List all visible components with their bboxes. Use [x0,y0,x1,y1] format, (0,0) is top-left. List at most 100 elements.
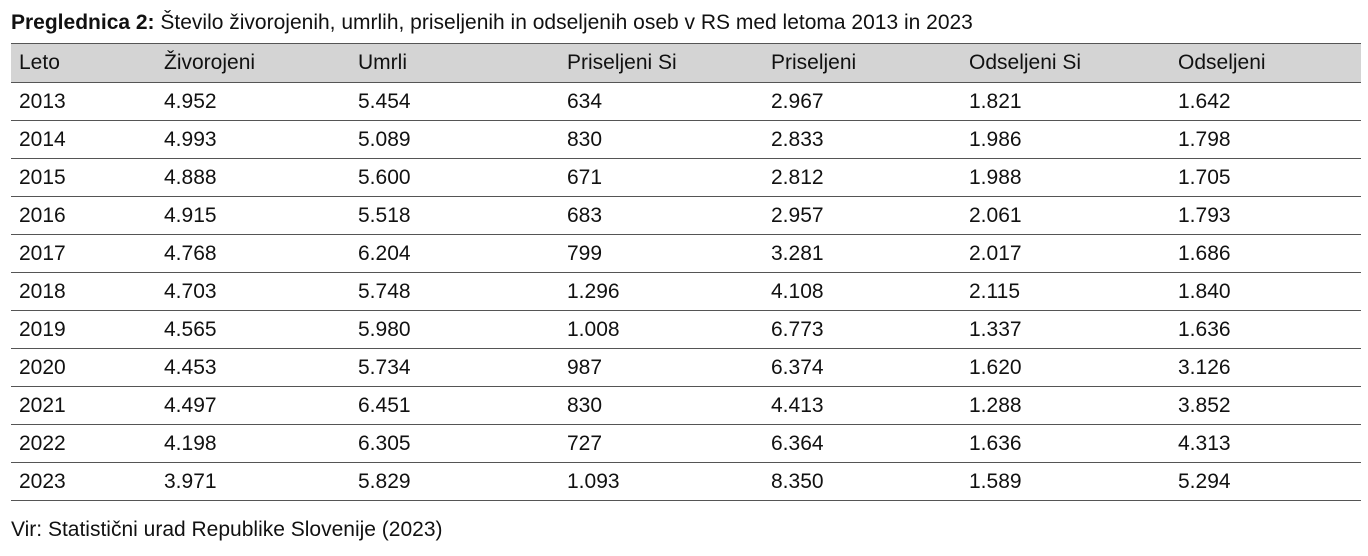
cell-zivorojeni: 4.453 [156,348,350,387]
cell-priseljeni-si: 799 [559,234,763,273]
cell-odseljeni: 3.852 [1170,386,1361,425]
cell-umrli: 5.734 [350,348,559,387]
cell-year: 2015 [11,158,156,197]
cell-umrli: 6.451 [350,386,559,425]
cell-priseljeni: 6.374 [763,348,961,387]
cell-priseljeni: 8.350 [763,462,961,501]
cell-odseljeni-si: 1.337 [961,310,1170,349]
cell-priseljeni-si: 987 [559,348,763,387]
cell-priseljeni-si: 727 [559,424,763,463]
cell-priseljeni-si: 634 [559,82,763,121]
cell-priseljeni-si: 1.093 [559,462,763,501]
cell-umrli: 5.518 [350,196,559,235]
cell-zivorojeni: 4.198 [156,424,350,463]
cell-odseljeni: 1.636 [1170,310,1361,349]
cell-odseljeni-si: 2.017 [961,234,1170,273]
table-row: 2013 4.952 5.454 634 2.967 1.821 1.642 [11,82,1361,121]
cell-priseljeni: 2.833 [763,120,961,159]
cell-year: 2021 [11,386,156,425]
cell-zivorojeni: 4.993 [156,120,350,159]
cell-umrli: 6.204 [350,234,559,273]
cell-odseljeni-si: 1.988 [961,158,1170,197]
table-row: 2019 4.565 5.980 1.008 6.773 1.337 1.636 [11,310,1361,349]
cell-umrli: 5.748 [350,272,559,311]
cell-zivorojeni: 4.888 [156,158,350,197]
cell-zivorojeni: 4.952 [156,82,350,121]
cell-odseljeni-si: 1.288 [961,386,1170,425]
table-row: 2018 4.703 5.748 1.296 4.108 2.115 1.840 [11,272,1361,311]
cell-odseljeni: 1.686 [1170,234,1361,273]
cell-priseljeni: 2.957 [763,196,961,235]
table-row: 2014 4.993 5.089 830 2.833 1.986 1.798 [11,120,1361,159]
cell-priseljeni-si: 830 [559,120,763,159]
cell-priseljeni: 2.967 [763,82,961,121]
cell-zivorojeni: 3.971 [156,462,350,501]
table-body: 2013 4.952 5.454 634 2.967 1.821 1.642 2014 4.99… [11,82,1361,501]
cell-odseljeni: 4.313 [1170,424,1361,463]
cell-year: 2013 [11,82,156,121]
cell-zivorojeni: 4.915 [156,196,350,235]
source-note: Vir: Statistični urad Republike Slovenij… [11,518,443,541]
table-caption-label: Preglednica 2: [11,11,155,34]
cell-year: 2017 [11,234,156,273]
cell-year: 2019 [11,310,156,349]
cell-umrli: 5.980 [350,310,559,349]
cell-year: 2020 [11,348,156,387]
cell-year: 2023 [11,462,156,501]
cell-priseljeni-si: 671 [559,158,763,197]
data-table: Leto Živorojeni Umrli Priseljeni Si Priselje… [11,43,1361,501]
cell-odseljeni-si: 1.821 [961,82,1170,121]
cell-umrli: 5.600 [350,158,559,197]
column-header-umrli: Umrli [350,43,559,83]
table-row: 2017 4.768 6.204 799 3.281 2.017 1.686 [11,234,1361,273]
cell-priseljeni-si: 1.008 [559,310,763,349]
cell-odseljeni: 1.642 [1170,82,1361,121]
table-caption: Preglednica 2: Število živorojenih, umrl… [11,8,973,38]
cell-zivorojeni: 4.703 [156,272,350,311]
cell-zivorojeni: 4.497 [156,386,350,425]
cell-zivorojeni: 4.768 [156,234,350,273]
cell-odseljeni: 1.798 [1170,120,1361,159]
table-header-row: Leto Živorojeni Umrli Priseljeni Si Priselje… [11,43,1361,83]
cell-priseljeni-si: 683 [559,196,763,235]
table-row: 2016 4.915 5.518 683 2.957 2.061 1.793 [11,196,1361,235]
cell-odseljeni-si: 1.986 [961,120,1170,159]
cell-umrli: 5.089 [350,120,559,159]
cell-year: 2018 [11,272,156,311]
cell-odseljeni-si: 2.115 [961,272,1170,311]
column-header-zivorojeni: Živorojeni [156,43,350,83]
cell-odseljeni-si: 2.061 [961,196,1170,235]
table-row: 2022 4.198 6.305 727 6.364 1.636 4.313 [11,424,1361,463]
cell-odseljeni-si: 1.636 [961,424,1170,463]
cell-priseljeni: 6.773 [763,310,961,349]
column-header-odseljeni-si: Odseljeni Si [961,43,1170,83]
table-caption-text: Število živorojenih, umrlih, priseljenih… [160,11,973,34]
column-header-leto: Leto [11,43,156,83]
cell-umrli: 5.829 [350,462,559,501]
column-header-odseljeni: Odseljeni [1170,43,1361,83]
cell-zivorojeni: 4.565 [156,310,350,349]
cell-odseljeni-si: 1.620 [961,348,1170,387]
cell-odseljeni: 1.705 [1170,158,1361,197]
cell-odseljeni: 3.126 [1170,348,1361,387]
cell-priseljeni: 3.281 [763,234,961,273]
table-row: 2021 4.497 6.451 830 4.413 1.288 3.852 [11,386,1361,425]
table-row: 2023 3.971 5.829 1.093 8.350 1.589 5.294 [11,462,1361,501]
cell-priseljeni: 6.364 [763,424,961,463]
cell-priseljeni-si: 830 [559,386,763,425]
cell-odseljeni: 1.793 [1170,196,1361,235]
cell-year: 2016 [11,196,156,235]
table-row: 2015 4.888 5.600 671 2.812 1.988 1.705 [11,158,1361,197]
cell-umrli: 6.305 [350,424,559,463]
cell-priseljeni-si: 1.296 [559,272,763,311]
cell-odseljeni: 1.840 [1170,272,1361,311]
cell-odseljeni: 5.294 [1170,462,1361,501]
cell-priseljeni: 4.108 [763,272,961,311]
table-row: 2020 4.453 5.734 987 6.374 1.620 3.126 [11,348,1361,387]
cell-priseljeni: 2.812 [763,158,961,197]
cell-priseljeni: 4.413 [763,386,961,425]
column-header-priseljeni-si: Priseljeni Si [559,43,763,83]
column-header-priseljeni: Priseljeni [763,43,961,83]
cell-odseljeni-si: 1.589 [961,462,1170,501]
cell-year: 2014 [11,120,156,159]
